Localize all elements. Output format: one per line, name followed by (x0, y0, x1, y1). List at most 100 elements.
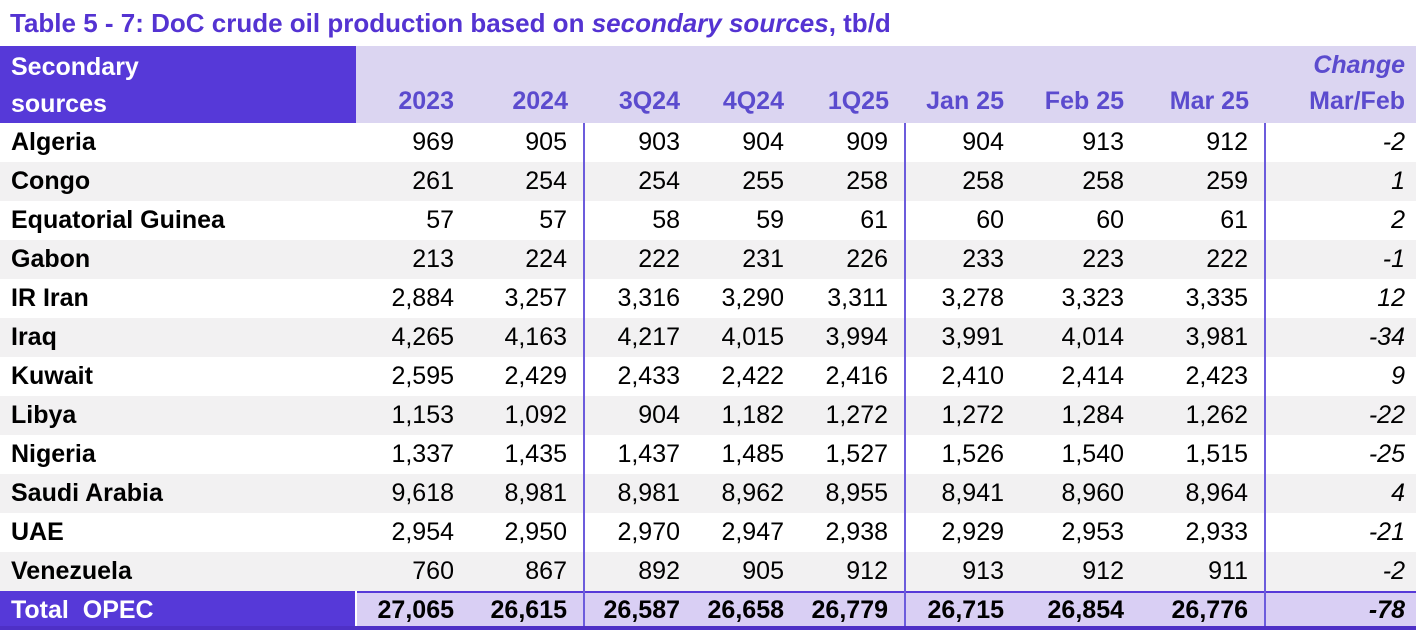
value-cell: 231 (696, 240, 800, 279)
header-cell-2024: 2024 (470, 46, 584, 123)
value-cell: 3,278 (904, 279, 1020, 318)
row-congo: Congo 261 254 254 255 258 258 258 259 1 (0, 162, 1416, 201)
value-cell: 3,335 (1140, 279, 1265, 318)
value-cell: 2,884 (356, 279, 470, 318)
value-cell: 2,938 (800, 513, 905, 552)
header-change-line2: Mar/Feb (1309, 87, 1405, 115)
value-cell: 3,991 (904, 318, 1020, 357)
country-label: Nigeria (0, 435, 356, 474)
value-cell: 224 (470, 240, 584, 279)
country-label: Venezuela (0, 552, 356, 592)
header-cell-2023: 2023 (356, 46, 470, 123)
country-label: Libya (0, 396, 356, 435)
country-label: Congo (0, 162, 356, 201)
value-cell: 254 (583, 162, 696, 201)
row-ir-iran: IR Iran 2,884 3,257 3,316 3,290 3,311 3,278 3,3… (0, 279, 1416, 318)
value-cell: 4,217 (583, 318, 696, 357)
header-secondary-sources: Secondary sources (0, 46, 356, 123)
total-value-cell: 26,615 (470, 591, 584, 630)
country-label: Saudi Arabia (0, 474, 356, 513)
value-cell: 222 (583, 240, 696, 279)
value-cell: 8,981 (470, 474, 584, 513)
value-cell: 2,422 (696, 357, 800, 396)
country-label: UAE (0, 513, 356, 552)
value-cell: 1,272 (800, 396, 905, 435)
value-cell: 912 (1140, 123, 1265, 162)
table-title: Table 5 - 7: DoC crude oil production ba… (10, 8, 891, 39)
value-cell: 903 (583, 123, 696, 162)
value-cell: 2,933 (1140, 513, 1265, 552)
value-cell: 8,955 (800, 474, 905, 513)
value-cell: 1,527 (800, 435, 905, 474)
value-cell: 226 (800, 240, 905, 279)
country-label: Algeria (0, 123, 356, 162)
value-cell: 258 (800, 162, 905, 201)
change-cell: -21 (1264, 513, 1416, 552)
value-cell: 913 (904, 552, 1020, 592)
value-cell: 1,284 (1020, 396, 1140, 435)
header-cell-mar25: Mar 25 (1140, 46, 1265, 123)
value-cell: 8,964 (1140, 474, 1265, 513)
value-cell: 3,290 (696, 279, 800, 318)
value-cell: 1,272 (904, 396, 1020, 435)
value-cell: 3,994 (800, 318, 905, 357)
value-cell: 904 (696, 123, 800, 162)
change-cell: -25 (1264, 435, 1416, 474)
row-equatorial-guinea: Equatorial Guinea 57 57 58 59 61 60 60 61 2 (0, 201, 1416, 240)
value-cell: 57 (470, 201, 584, 240)
value-cell: 4,015 (696, 318, 800, 357)
value-cell: 2,416 (800, 357, 905, 396)
production-table: Secondary sources 2023 2024 3Q24 4Q24 1Q2… (0, 46, 1416, 630)
value-cell: 60 (904, 201, 1020, 240)
value-cell: 9,618 (356, 474, 470, 513)
total-value-cell: 26,587 (583, 591, 696, 630)
header-change-line1: Change (1313, 51, 1405, 79)
change-cell: -34 (1264, 318, 1416, 357)
value-cell: 1,153 (356, 396, 470, 435)
value-cell: 258 (904, 162, 1020, 201)
value-cell: 60 (1020, 201, 1140, 240)
value-cell: 2,950 (470, 513, 584, 552)
row-nigeria: Nigeria 1,337 1,435 1,437 1,485 1,527 1,526 1,5… (0, 435, 1416, 474)
value-cell: 867 (470, 552, 584, 592)
value-cell: 2,414 (1020, 357, 1140, 396)
change-cell: -22 (1264, 396, 1416, 435)
value-cell: 905 (470, 123, 584, 162)
title-suffix: , tb/d (828, 8, 891, 38)
value-cell: 904 (904, 123, 1020, 162)
value-cell: 2,423 (1140, 357, 1265, 396)
row-libya: Libya 1,153 1,092 904 1,182 1,272 1,272 1,284 1,… (0, 396, 1416, 435)
value-cell: 213 (356, 240, 470, 279)
value-cell: 4,163 (470, 318, 584, 357)
value-cell: 905 (696, 552, 800, 592)
value-cell: 1,337 (356, 435, 470, 474)
value-cell: 4,014 (1020, 318, 1140, 357)
value-cell: 254 (470, 162, 584, 201)
value-cell: 904 (583, 396, 696, 435)
value-cell: 233 (904, 240, 1020, 279)
total-value-cell: 26,779 (800, 591, 905, 630)
value-cell: 2,947 (696, 513, 800, 552)
header-row: Secondary sources 2023 2024 3Q24 4Q24 1Q2… (0, 46, 1416, 123)
value-cell: 2,595 (356, 357, 470, 396)
value-cell: 58 (583, 201, 696, 240)
value-cell: 2,954 (356, 513, 470, 552)
value-cell: 760 (356, 552, 470, 592)
value-cell: 222 (1140, 240, 1265, 279)
value-cell: 255 (696, 162, 800, 201)
value-cell: 259 (1140, 162, 1265, 201)
value-cell: 3,311 (800, 279, 905, 318)
row-uae: UAE 2,954 2,950 2,970 2,947 2,938 2,929 2,953 2,… (0, 513, 1416, 552)
header-cell-change: Change Mar/Feb (1265, 46, 1416, 123)
total-value-cell: 26,658 (696, 591, 800, 630)
header-label-line1: Secondary (11, 53, 139, 81)
country-label: Kuwait (0, 357, 356, 396)
value-cell: 8,981 (583, 474, 696, 513)
value-cell: 261 (356, 162, 470, 201)
value-cell: 912 (800, 552, 905, 592)
row-algeria: Algeria 969 905 903 904 909 904 913 912 -2 (0, 123, 1416, 162)
change-cell: -2 (1264, 123, 1416, 162)
header-cell-jan25: Jan 25 (905, 46, 1020, 123)
value-cell: 1,092 (470, 396, 584, 435)
total-change-cell: -78 (1264, 591, 1416, 630)
